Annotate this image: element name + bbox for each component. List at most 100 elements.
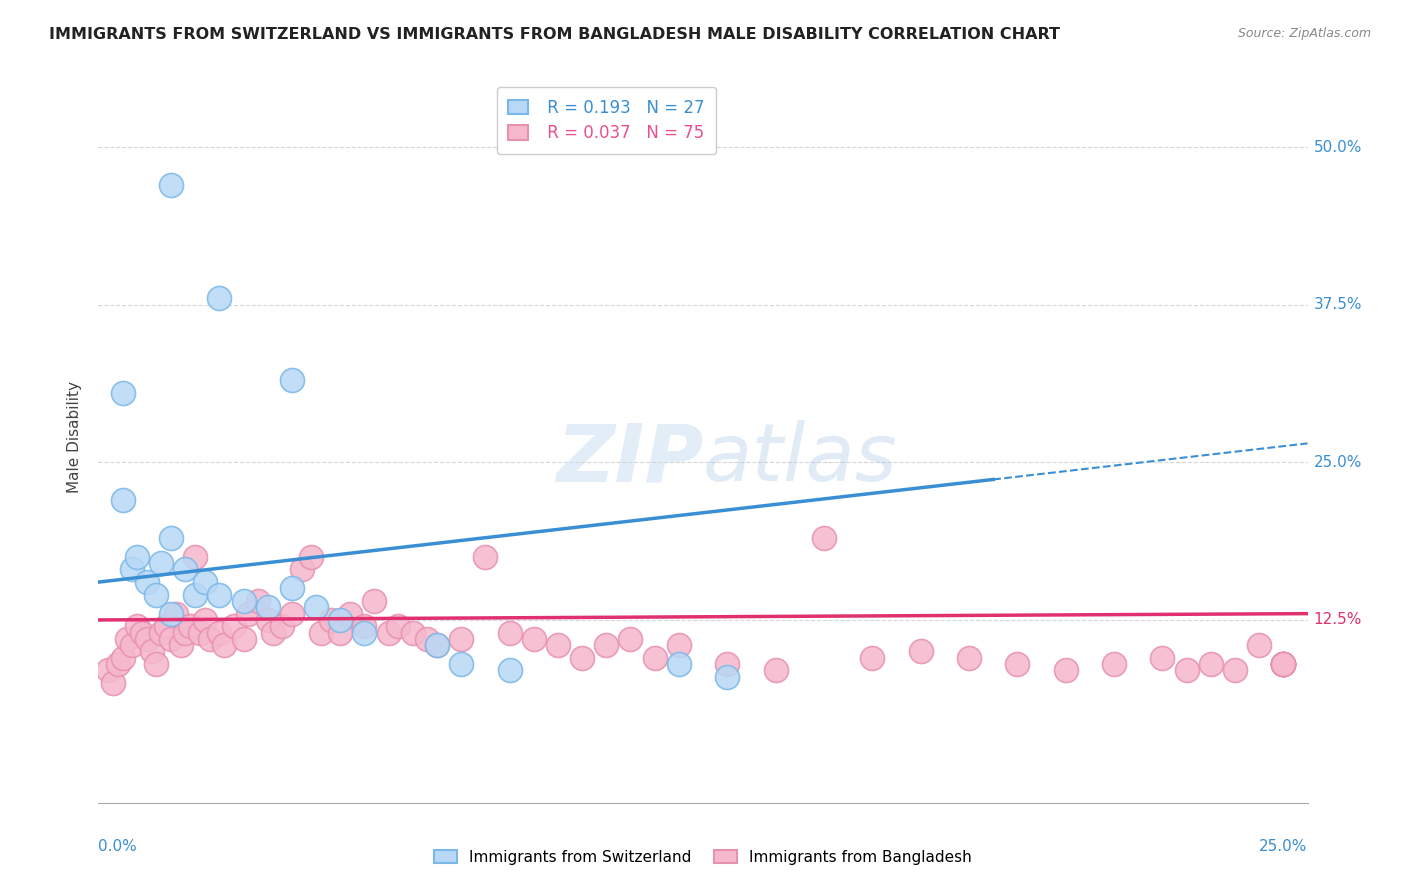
Point — [155, 619, 177, 633]
Point — [194, 613, 217, 627]
Point — [131, 625, 153, 640]
Point — [169, 638, 191, 652]
Point — [121, 638, 143, 652]
Point — [1007, 657, 1029, 671]
Point — [450, 632, 472, 646]
Point — [305, 600, 328, 615]
Point — [281, 582, 304, 596]
Point — [208, 291, 231, 305]
Point — [208, 588, 231, 602]
Point — [353, 619, 375, 633]
Point — [619, 632, 641, 646]
Point — [450, 657, 472, 671]
Point — [188, 625, 211, 640]
Point — [813, 531, 835, 545]
Point — [1272, 657, 1295, 671]
Point — [184, 588, 207, 602]
Legend:  R = 0.193   N = 27,  R = 0.037   N = 75: R = 0.193 N = 27, R = 0.037 N = 75 — [496, 87, 716, 153]
Point — [957, 650, 980, 665]
Point — [1249, 638, 1271, 652]
Point — [194, 575, 217, 590]
Point — [353, 625, 375, 640]
Point — [644, 650, 666, 665]
Point — [160, 531, 183, 545]
Point — [1102, 657, 1125, 671]
Point — [111, 650, 134, 665]
Point — [127, 619, 149, 633]
Point — [141, 644, 163, 658]
Point — [160, 607, 183, 621]
Point — [416, 632, 439, 646]
Point — [547, 638, 569, 652]
Point — [426, 638, 449, 652]
Text: IMMIGRANTS FROM SWITZERLAND VS IMMIGRANTS FROM BANGLADESH MALE DISABILITY CORREL: IMMIGRANTS FROM SWITZERLAND VS IMMIGRANT… — [49, 27, 1060, 42]
Text: 25.0%: 25.0% — [1313, 455, 1362, 470]
Point — [238, 607, 260, 621]
Point — [860, 650, 883, 665]
Point — [1152, 650, 1174, 665]
Point — [127, 549, 149, 564]
Point — [165, 607, 187, 621]
Point — [107, 657, 129, 671]
Y-axis label: Male Disability: Male Disability — [67, 381, 83, 493]
Point — [595, 638, 617, 652]
Point — [1054, 664, 1077, 678]
Text: 37.5%: 37.5% — [1313, 297, 1362, 312]
Point — [910, 644, 932, 658]
Point — [329, 625, 352, 640]
Point — [290, 562, 312, 576]
Text: ZIP: ZIP — [555, 420, 703, 498]
Point — [160, 178, 183, 192]
Point — [1272, 657, 1295, 671]
Point — [101, 676, 124, 690]
Point — [222, 619, 245, 633]
Point — [571, 650, 593, 665]
Text: 25.0%: 25.0% — [1260, 839, 1308, 855]
Point — [668, 638, 690, 652]
Point — [208, 625, 231, 640]
Text: 50.0%: 50.0% — [1313, 139, 1362, 154]
Point — [117, 632, 139, 646]
Point — [339, 607, 361, 621]
Point — [160, 632, 183, 646]
Point — [256, 600, 278, 615]
Point — [1272, 657, 1295, 671]
Point — [135, 575, 157, 590]
Point — [145, 657, 167, 671]
Point — [498, 664, 520, 678]
Point — [212, 638, 235, 652]
Point — [232, 594, 254, 608]
Point — [668, 657, 690, 671]
Point — [1199, 657, 1222, 671]
Point — [145, 588, 167, 602]
Point — [198, 632, 221, 646]
Point — [262, 625, 284, 640]
Text: 12.5%: 12.5% — [1313, 613, 1362, 627]
Point — [281, 373, 304, 387]
Point — [256, 613, 278, 627]
Point — [1272, 657, 1295, 671]
Point — [319, 613, 342, 627]
Point — [1272, 657, 1295, 671]
Point — [97, 664, 120, 678]
Point — [1223, 664, 1246, 678]
Point — [271, 619, 294, 633]
Text: 0.0%: 0.0% — [98, 839, 138, 855]
Point — [281, 607, 304, 621]
Point — [247, 594, 270, 608]
Point — [1175, 664, 1198, 678]
Point — [716, 670, 738, 684]
Point — [121, 562, 143, 576]
Point — [184, 549, 207, 564]
Point — [174, 562, 197, 576]
Point — [426, 638, 449, 652]
Point — [329, 613, 352, 627]
Point — [150, 625, 173, 640]
Point — [135, 632, 157, 646]
Text: Source: ZipAtlas.com: Source: ZipAtlas.com — [1237, 27, 1371, 40]
Point — [765, 664, 787, 678]
Point — [716, 657, 738, 671]
Point — [377, 625, 399, 640]
Legend: Immigrants from Switzerland, Immigrants from Bangladesh: Immigrants from Switzerland, Immigrants … — [427, 844, 979, 871]
Point — [474, 549, 496, 564]
